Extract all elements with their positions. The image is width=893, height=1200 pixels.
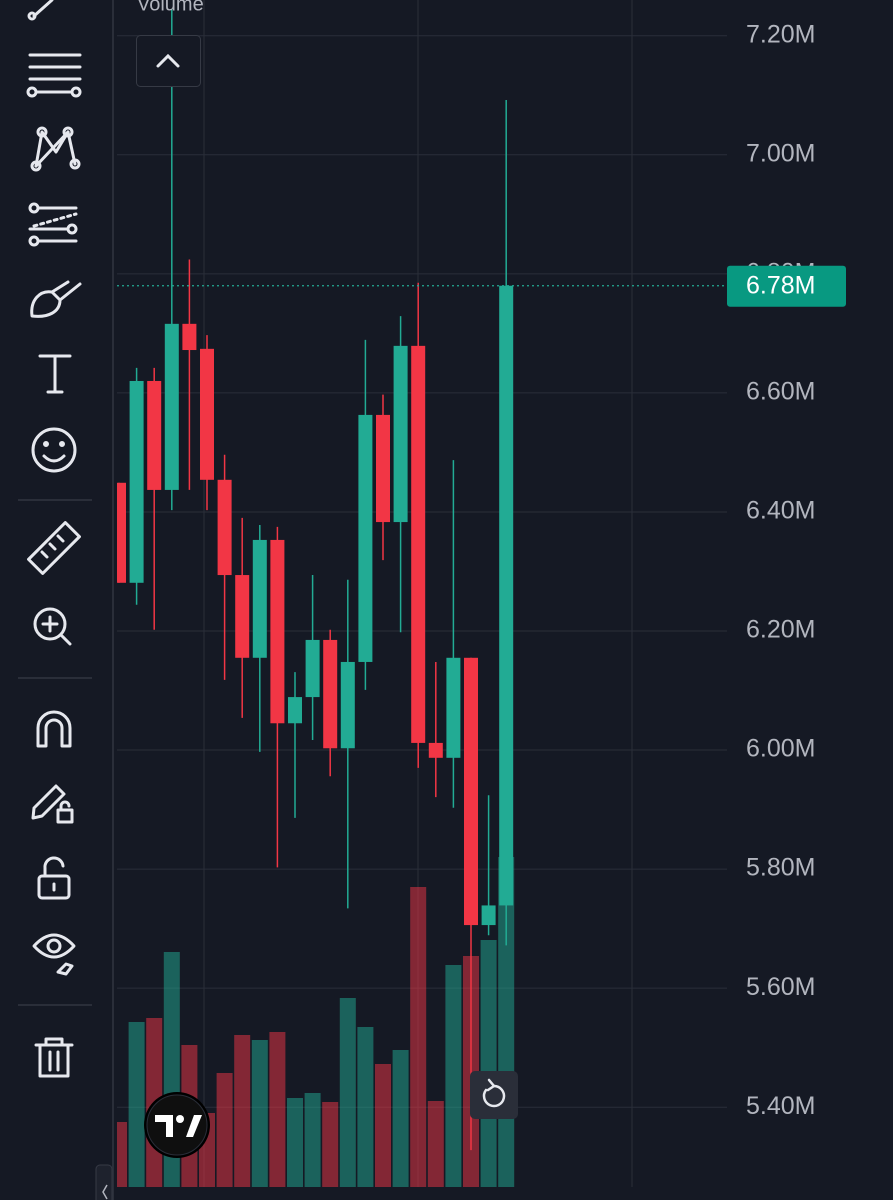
brush-tool[interactable]	[30, 280, 82, 318]
emoji-tool[interactable]	[31, 427, 77, 473]
volume-title: Volume	[137, 0, 204, 15]
volume-bar	[234, 1035, 251, 1187]
y-tick-label: 6.40M	[746, 497, 815, 525]
candle-body	[164, 323, 179, 490]
visibility-tool[interactable]	[32, 933, 76, 976]
candle-body	[270, 539, 285, 724]
candle-body	[376, 414, 390, 523]
pattern-tool[interactable]	[30, 126, 81, 172]
volume-bar	[287, 1098, 303, 1187]
volume-bar	[445, 965, 462, 1187]
measure-tool[interactable]	[27, 521, 81, 575]
candle-body	[147, 380, 162, 490]
candle-body	[235, 575, 250, 658]
candle-body	[340, 661, 355, 749]
plot-area	[117, 9, 515, 1187]
candle-body	[129, 380, 144, 583]
y-tick-label: 6.00M	[746, 735, 815, 763]
forecast-tool[interactable]	[28, 202, 78, 247]
volume-bar	[339, 998, 356, 1187]
drawing-toolbar	[0, 0, 114, 1200]
lock-drawings[interactable]	[31, 784, 74, 824]
y-tick-label: 6.20M	[746, 616, 815, 644]
candle-body	[288, 697, 302, 724]
volume-bar	[322, 1102, 339, 1187]
y-tick-label: 7.00M	[746, 139, 815, 167]
y-tick-label: 7.20M	[746, 20, 815, 48]
volume-bar	[304, 1093, 321, 1187]
y-tick-label: 5.80M	[746, 854, 815, 882]
chart: 5.40M5.60M5.80M6.00M6.20M6.40M6.60M6.80M…	[117, 0, 846, 1187]
candle-body	[182, 323, 197, 351]
text-tool[interactable]	[38, 354, 72, 394]
candle-body	[305, 639, 320, 698]
volume-bar	[251, 1040, 268, 1187]
candle-body	[499, 285, 514, 906]
volume-bar	[427, 1101, 444, 1187]
volume-bar	[117, 1122, 127, 1187]
y-tick-label: 6.60M	[746, 377, 815, 405]
y-tick-label: 5.60M	[746, 973, 815, 1001]
lock-tool[interactable]	[37, 856, 71, 900]
fib-tool[interactable]	[26, 53, 82, 98]
last-price-badge	[727, 265, 846, 307]
collapse-button[interactable]	[136, 35, 201, 87]
candle-body	[323, 639, 338, 749]
zoom-tool[interactable]	[33, 607, 72, 646]
candle-body	[117, 482, 126, 583]
trend-line-tool[interactable]	[27, 0, 54, 21]
volume-bar	[375, 1064, 391, 1187]
volume-bar	[357, 1027, 374, 1187]
candle-body	[446, 657, 461, 758]
candle-body	[411, 345, 426, 743]
candle-body	[428, 742, 443, 758]
delete-tool[interactable]	[34, 1037, 74, 1078]
candle-body	[252, 539, 267, 658]
candle-body	[464, 657, 478, 926]
reset-chart-button[interactable]	[470, 1071, 518, 1119]
volume-bar	[269, 1032, 286, 1187]
candle-body	[200, 348, 214, 480]
last-price-label: 6.78M	[746, 271, 815, 299]
volume-bar	[480, 940, 497, 1187]
volume-bar	[128, 1022, 145, 1187]
volume-bar	[410, 887, 427, 1187]
candle-body	[393, 345, 408, 523]
candle-body	[217, 479, 232, 576]
volume-bar	[392, 1050, 409, 1187]
magnet-tool[interactable]	[36, 710, 72, 748]
volume-bar	[216, 1073, 233, 1187]
candle-body	[481, 905, 496, 926]
y-tick-label: 5.40M	[746, 1092, 815, 1120]
collapse-toolbar-tab[interactable]	[95, 1164, 113, 1200]
tradingview-logo[interactable]	[144, 1092, 210, 1158]
candle-body	[358, 414, 373, 662]
